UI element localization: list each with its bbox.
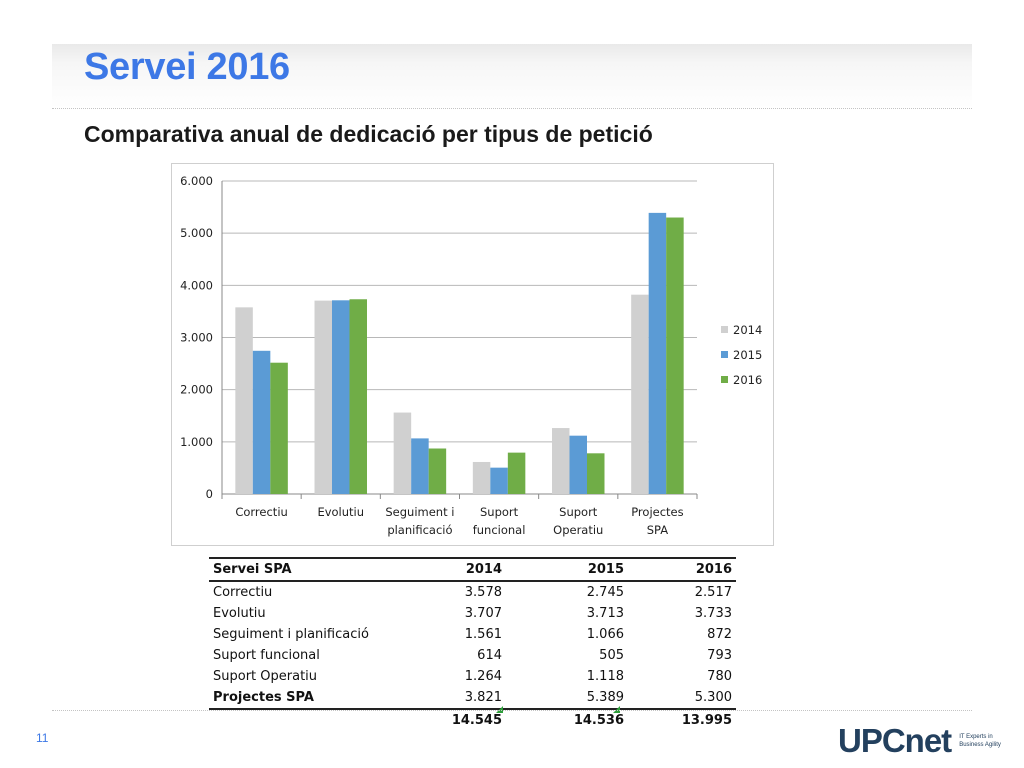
bar-2015 [569, 435, 587, 494]
table-cell: 505 [599, 648, 624, 663]
x-tick-label: Projectes [631, 505, 683, 519]
y-tick-label: 1.000 [180, 435, 213, 449]
table-cell: Seguiment i planificació [213, 627, 369, 642]
table-cell: 793 [707, 648, 732, 663]
y-tick-label: 6.000 [180, 174, 213, 188]
x-tick-label: funcional [473, 523, 526, 537]
table-cell: Suport Operatiu [213, 669, 318, 684]
legend-label: 2014 [733, 323, 762, 337]
y-tick-label: 2.000 [180, 383, 213, 397]
logo-tagline-line: IT Experts in [959, 734, 993, 740]
bar-2014 [472, 461, 491, 494]
title-divider [52, 108, 972, 109]
y-tick-label: 5.000 [180, 226, 213, 240]
x-tick-label: Correctiu [235, 505, 287, 519]
table-cell: 780 [707, 669, 732, 684]
bar-2014 [235, 307, 253, 494]
table-cell: 3.733 [694, 606, 732, 621]
bar-2014 [631, 294, 649, 494]
table-cell [209, 710, 384, 731]
bar-2016 [587, 453, 605, 494]
table-cell: 3.821 [464, 690, 502, 705]
legend-label: 2016 [733, 373, 762, 387]
chart-frame: 0 1.000 2.000 3.000 4.000 5.000 6.000 Correctiu… [171, 163, 774, 546]
table-row: Suport funcional 614 505 793 [209, 645, 736, 666]
table-row: Projectes SPA 3.821 5.389 5.300 [209, 687, 736, 710]
bar-2016 [349, 299, 367, 494]
cell-marker-icon [613, 706, 620, 713]
x-tick-label: Seguiment i [385, 505, 454, 519]
bar-2016 [666, 217, 684, 494]
bar-2014 [393, 412, 412, 494]
y-tick-label: 4.000 [180, 278, 213, 292]
table-cell: Correctiu [213, 585, 273, 600]
x-tick-label: Evolutiu [317, 505, 364, 519]
legend-swatch-2014 [721, 326, 728, 333]
table-header-row: Servei SPA 2014 2015 2016 [209, 557, 736, 582]
x-tick-label: Operatiu [553, 523, 603, 537]
table-cell: 2.517 [694, 585, 732, 600]
bar-chart: 0 1.000 2.000 3.000 4.000 5.000 6.000 Correctiu… [180, 174, 762, 537]
logo-tagline: IT Experts in Business Agility [959, 733, 1011, 749]
x-tick-label: Suport [480, 505, 519, 519]
table-header-cell: Servei SPA [213, 562, 292, 577]
table-total-cell: 13.995 [681, 713, 732, 728]
y-tick-label: 3.000 [180, 331, 213, 345]
table-header-cell: 2016 [695, 562, 732, 577]
x-tick-label: planificació [387, 523, 452, 537]
legend-label: 2015 [733, 348, 762, 362]
table-cell: 3.578 [464, 585, 502, 600]
table-cell: 3.713 [586, 606, 624, 621]
table-total-cell: 14.536 [573, 713, 624, 728]
x-tick-label: SPA [647, 523, 668, 537]
table-cell: 1.118 [586, 669, 624, 684]
table-cell: 5.300 [694, 690, 732, 705]
cell-marker-icon [496, 706, 503, 713]
table-row: Suport Operatiu 1.264 1.118 780 [209, 666, 736, 687]
table-cell: Suport funcional [213, 648, 320, 663]
logo-wordmark: UPCnet [838, 722, 952, 759]
logo-tagline-line: Business Agility [959, 742, 1001, 748]
table-row: Evolutiu 3.707 3.713 3.733 [209, 603, 736, 624]
table-row: Correctiu 3.578 2.745 2.517 [209, 582, 736, 603]
bar-2015 [490, 467, 508, 494]
table-cell: 614 [477, 648, 502, 663]
bar-2015 [411, 438, 429, 494]
table-header-cell: 2014 [465, 562, 502, 577]
table-cell: 2.745 [586, 585, 624, 600]
upcnet-logo: UPCnet IT Experts in Business Agility [838, 722, 1011, 760]
table-cell: 1.561 [464, 627, 502, 642]
table-header-cell: 2015 [587, 562, 624, 577]
table-totals-row: 14.545 14.536 13.995 [209, 710, 736, 731]
bar-2015 [332, 300, 350, 494]
table-cell: 1.264 [464, 669, 502, 684]
bar-2014 [314, 300, 332, 494]
footer-divider [52, 710, 972, 711]
table-cell: 1.066 [586, 627, 624, 642]
table-cell: Evolutiu [213, 606, 266, 621]
slide-title: Servei 2016 [84, 46, 290, 88]
table-total-cell: 14.545 [451, 713, 502, 728]
bar-2015 [252, 350, 271, 494]
bar-2014 [552, 428, 570, 494]
table-cell: 5.389 [586, 690, 624, 705]
y-tick-label: 0 [206, 487, 213, 501]
bar-2016 [270, 362, 288, 494]
data-table: Servei SPA 2014 2015 2016 Correctiu 3.57… [209, 557, 736, 731]
header-band [52, 44, 972, 108]
table-cell: 872 [707, 627, 732, 642]
table-cell: Projectes SPA [213, 690, 314, 705]
bar-2016 [428, 448, 447, 494]
x-tick-label: Suport [559, 505, 598, 519]
table-cell: 3.707 [464, 606, 502, 621]
legend-swatch-2015 [721, 351, 728, 358]
page-number: 11 [36, 731, 49, 745]
bar-2015 [648, 212, 667, 494]
slide-subtitle: Comparativa anual de dedicació per tipus… [84, 121, 653, 147]
legend-swatch-2016 [721, 376, 728, 383]
bar-2016 [507, 452, 526, 494]
table-row: Seguiment i planificació 1.561 1.066 872 [209, 624, 736, 645]
